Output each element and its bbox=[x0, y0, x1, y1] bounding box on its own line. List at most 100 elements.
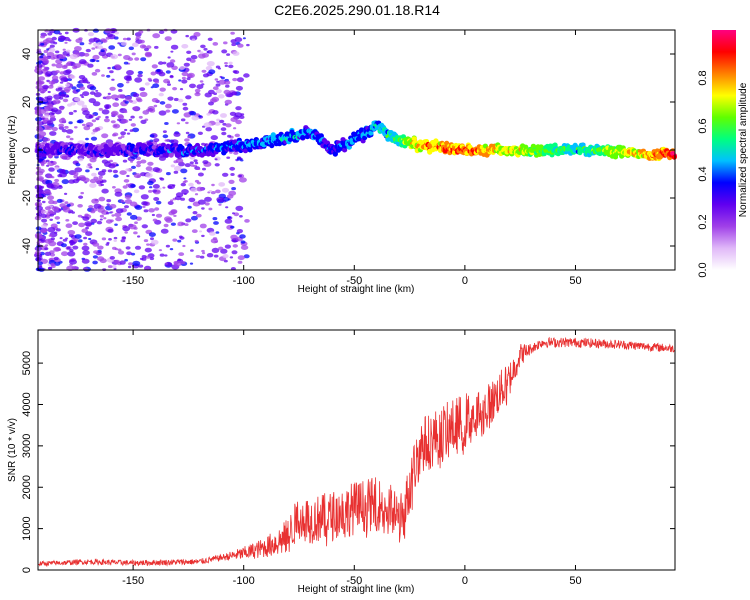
heatmap-cell bbox=[203, 122, 212, 128]
heatmap-cell bbox=[159, 177, 163, 180]
heatmap-cell bbox=[65, 219, 70, 222]
heatmap-cell bbox=[671, 154, 677, 160]
heatmap-cell bbox=[153, 197, 160, 201]
heatmap-cell bbox=[178, 98, 184, 103]
heatmap-cell bbox=[42, 84, 49, 90]
heatmap-cell bbox=[40, 163, 45, 167]
heatmap-cell bbox=[187, 135, 191, 139]
heatmap-cell bbox=[43, 210, 48, 214]
colorbar-tick-label: 0.8 bbox=[697, 70, 709, 85]
heatmap-cell bbox=[98, 107, 104, 111]
heatmap-cell bbox=[215, 231, 220, 234]
heatmap-cell bbox=[208, 190, 213, 193]
heatmap-cell bbox=[214, 163, 220, 167]
heatmap-cell bbox=[115, 216, 122, 222]
heatmap-cell bbox=[191, 115, 199, 121]
heatmap-cell bbox=[150, 237, 154, 241]
heatmap-cell bbox=[173, 160, 178, 164]
heatmap-cell bbox=[49, 114, 56, 119]
heatmap-cell bbox=[158, 110, 167, 116]
heatmap-cell bbox=[105, 116, 109, 119]
heatmap-cell bbox=[154, 45, 159, 49]
heatmap-cell bbox=[105, 95, 112, 100]
heatmap-cell bbox=[60, 243, 67, 248]
heatmap-cell bbox=[201, 234, 205, 238]
heatmap-cell bbox=[82, 216, 90, 221]
heatmap-cell bbox=[158, 61, 164, 65]
heatmap-cell bbox=[167, 65, 171, 68]
heatmap-cell bbox=[74, 46, 82, 52]
heatmap-cell bbox=[234, 133, 240, 138]
heatmap-cell bbox=[231, 187, 237, 191]
heatmap-cell bbox=[42, 137, 48, 142]
heatmap-cell bbox=[197, 168, 201, 170]
heatmap-cell bbox=[143, 239, 149, 243]
heatmap-cell bbox=[86, 81, 91, 84]
heatmap-cell bbox=[139, 257, 144, 261]
heatmap-cell bbox=[91, 119, 97, 123]
heatmap-cell bbox=[74, 126, 78, 129]
heatmap-cell bbox=[211, 247, 220, 253]
heatmap-cell bbox=[193, 32, 201, 37]
heatmap-cell bbox=[48, 267, 52, 270]
heatmap-cell bbox=[49, 44, 55, 48]
heatmap-cell bbox=[149, 108, 156, 113]
heatmap-cell bbox=[221, 49, 228, 54]
heatmap-cell bbox=[132, 127, 140, 133]
heatmap-cell bbox=[51, 176, 55, 179]
heatmap-cell bbox=[89, 86, 97, 91]
heatmap-cell bbox=[149, 139, 154, 143]
heatmap-cell bbox=[57, 87, 63, 91]
heatmap-cell bbox=[170, 199, 174, 202]
heatmap-cell bbox=[183, 62, 190, 67]
heatmap-cell bbox=[231, 250, 238, 255]
heatmap-cell bbox=[82, 177, 90, 183]
heatmap-cell bbox=[95, 117, 100, 121]
heatmap-cell bbox=[89, 91, 96, 95]
heatmap-cell bbox=[83, 236, 88, 240]
heatmap-cell bbox=[85, 48, 91, 53]
heatmap-cell bbox=[240, 245, 249, 251]
heatmap-cell bbox=[142, 45, 147, 48]
heatmap-cell bbox=[109, 86, 116, 91]
heatmap-cell bbox=[58, 208, 62, 211]
heatmap-cell bbox=[72, 245, 79, 250]
heatmap-cell bbox=[184, 138, 190, 142]
heatmap-cell bbox=[235, 119, 242, 125]
heatmap-cell bbox=[140, 119, 147, 124]
heatmap-cell bbox=[222, 196, 230, 202]
heatmap-cell bbox=[97, 41, 102, 45]
heatmap-cell bbox=[87, 163, 92, 167]
heatmap-cell bbox=[122, 37, 127, 41]
heatmap-cell bbox=[53, 256, 59, 261]
heatmap-cell bbox=[48, 47, 56, 53]
heatmap-cell bbox=[110, 211, 114, 214]
heatmap-cell bbox=[51, 206, 60, 212]
heatmap-cell bbox=[172, 238, 178, 242]
heatmap-cell bbox=[105, 219, 113, 224]
heatmap-cell bbox=[101, 133, 109, 139]
heatmap-cell bbox=[189, 262, 194, 265]
heatmap-cell bbox=[196, 181, 201, 185]
heatmap-cell bbox=[136, 175, 141, 178]
heatmap-cell bbox=[81, 258, 90, 264]
heatmap-cell bbox=[165, 244, 170, 248]
heatmap-cell bbox=[138, 30, 144, 34]
heatmap-cell bbox=[82, 91, 90, 97]
heatmap-cell bbox=[58, 54, 66, 60]
heatmap-cell bbox=[108, 238, 112, 241]
heatmap-cell bbox=[201, 207, 205, 210]
heatmap-cell bbox=[147, 180, 154, 186]
heatmap-cell bbox=[54, 216, 60, 220]
heatmap-cell bbox=[117, 250, 125, 255]
heatmap-cell bbox=[59, 71, 65, 75]
heatmap-cell bbox=[66, 129, 74, 134]
heatmap-cell bbox=[92, 114, 96, 117]
heatmap-cell bbox=[79, 94, 84, 97]
heatmap-cell bbox=[66, 246, 71, 250]
heatmap-cell bbox=[227, 198, 231, 201]
heatmap-cell bbox=[75, 88, 81, 92]
heatmap-cell bbox=[228, 179, 235, 184]
heatmap-cell bbox=[67, 230, 76, 235]
heatmap-cell bbox=[165, 109, 171, 113]
